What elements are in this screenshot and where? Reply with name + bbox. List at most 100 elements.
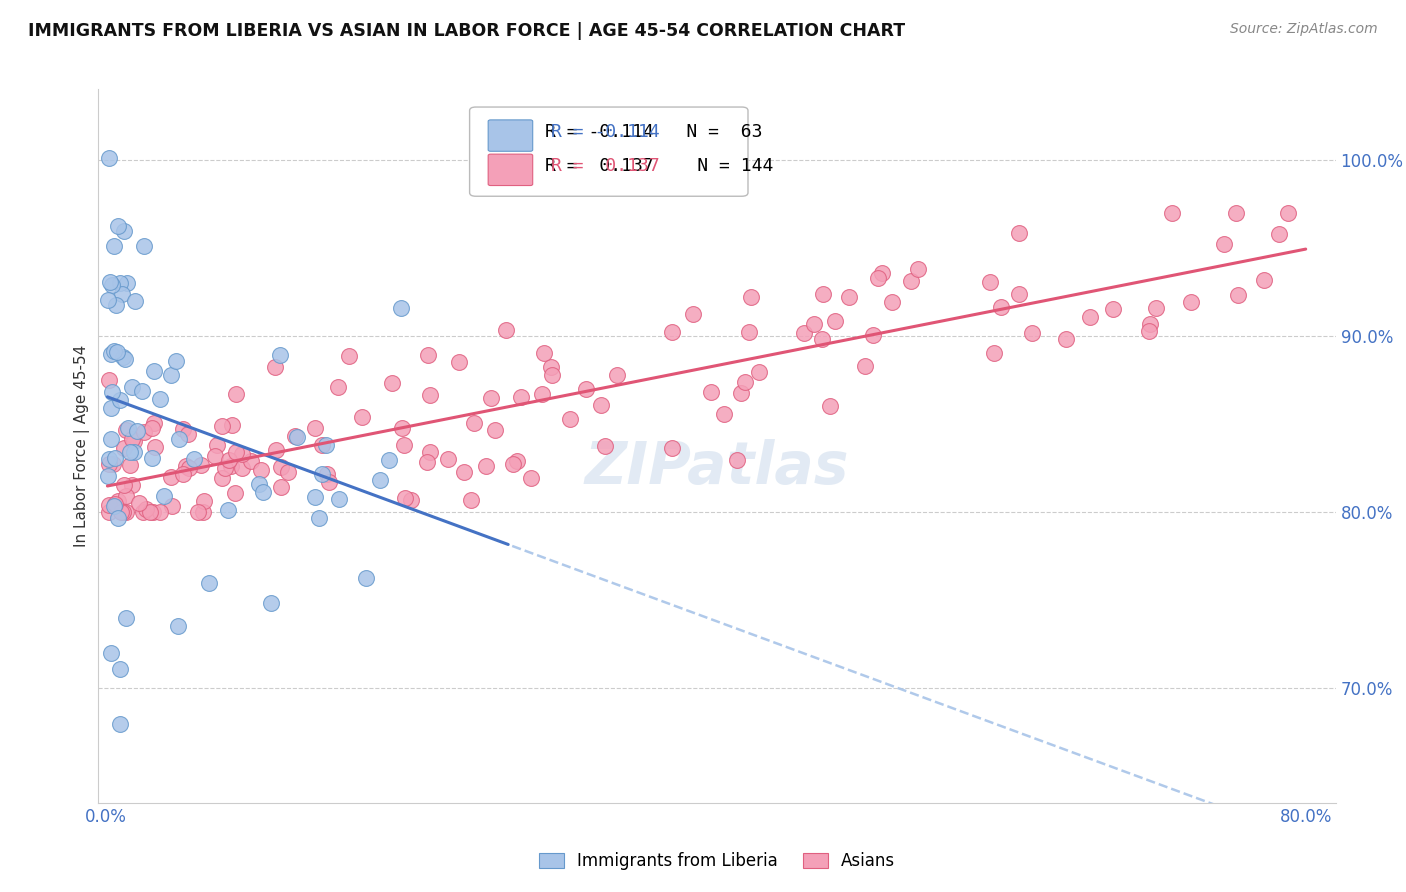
Point xyxy=(131,384,153,398)
Point xyxy=(110,505,132,519)
Point xyxy=(558,412,581,426)
Point xyxy=(97,451,120,466)
Point xyxy=(115,505,138,519)
Point xyxy=(103,500,125,514)
Point xyxy=(399,492,422,507)
Point xyxy=(117,421,139,435)
Point xyxy=(100,347,122,361)
Point xyxy=(160,368,183,382)
Point xyxy=(187,505,209,519)
Point xyxy=(132,425,155,440)
Point xyxy=(231,460,253,475)
Point xyxy=(214,460,236,475)
Text: Source: ZipAtlas.com: Source: ZipAtlas.com xyxy=(1230,22,1378,37)
Point xyxy=(392,438,415,452)
Point xyxy=(866,271,889,285)
Point xyxy=(221,417,243,432)
Point xyxy=(484,423,506,437)
Point xyxy=(862,328,884,343)
Point xyxy=(121,380,143,394)
Point xyxy=(1144,301,1167,315)
Point xyxy=(108,276,131,290)
Point xyxy=(824,314,846,328)
Point xyxy=(124,294,146,309)
Point xyxy=(907,262,929,277)
Point xyxy=(104,451,127,466)
Point xyxy=(100,385,122,400)
Point xyxy=(575,382,598,396)
Text: ZIPatlas: ZIPatlas xyxy=(585,439,849,496)
Point xyxy=(270,459,292,474)
Point xyxy=(793,326,815,341)
Point xyxy=(167,433,190,447)
Point xyxy=(197,576,219,591)
Point xyxy=(326,380,349,394)
Point xyxy=(105,345,128,359)
Point xyxy=(882,294,904,309)
Point xyxy=(141,450,163,465)
Point xyxy=(1227,288,1250,302)
Point xyxy=(190,458,212,472)
Point xyxy=(217,503,239,517)
Point xyxy=(506,453,529,467)
Point xyxy=(174,458,197,473)
Point xyxy=(354,571,377,585)
Point xyxy=(107,494,129,508)
Point xyxy=(104,497,127,511)
Point xyxy=(983,346,1005,360)
Point xyxy=(110,392,132,407)
Point xyxy=(225,387,247,401)
Point xyxy=(153,489,176,503)
Point xyxy=(111,350,134,364)
Point xyxy=(803,317,825,331)
Point xyxy=(1021,326,1043,340)
Point xyxy=(165,353,187,368)
Point xyxy=(900,274,922,288)
Point xyxy=(1161,205,1184,219)
Point xyxy=(284,429,307,443)
Point xyxy=(98,498,121,512)
Point xyxy=(519,471,541,485)
Point xyxy=(853,359,876,373)
Point xyxy=(114,351,136,366)
Point xyxy=(463,416,485,430)
Point xyxy=(249,463,271,477)
Point xyxy=(1277,205,1299,219)
Point xyxy=(114,611,136,625)
Point xyxy=(661,441,683,455)
Point xyxy=(419,388,441,402)
Point xyxy=(734,375,756,389)
Point xyxy=(240,454,263,468)
Point xyxy=(247,476,270,491)
Point xyxy=(264,359,287,374)
Point xyxy=(378,453,401,467)
Point xyxy=(128,496,150,510)
Point xyxy=(143,440,166,454)
Point xyxy=(114,423,136,437)
Point xyxy=(533,346,555,360)
Point xyxy=(118,458,141,472)
Point xyxy=(606,368,628,382)
Point xyxy=(416,348,439,362)
Point xyxy=(990,300,1012,314)
Point xyxy=(1213,237,1236,252)
Point xyxy=(172,422,194,436)
Point xyxy=(98,457,121,471)
Point xyxy=(105,297,128,311)
Point xyxy=(225,445,247,459)
Point xyxy=(219,459,242,474)
Point xyxy=(100,401,122,415)
Point xyxy=(143,364,166,378)
Point xyxy=(593,439,616,453)
Point xyxy=(531,387,554,401)
Point xyxy=(682,306,704,320)
FancyBboxPatch shape xyxy=(488,154,533,186)
Point xyxy=(100,646,122,660)
Point xyxy=(447,355,470,369)
Point xyxy=(97,293,120,308)
Point xyxy=(1139,317,1161,331)
Point xyxy=(117,276,139,290)
Point xyxy=(160,469,183,483)
Text: R =  0.137    N = 144: R = 0.137 N = 144 xyxy=(546,157,773,175)
Point xyxy=(139,505,162,519)
